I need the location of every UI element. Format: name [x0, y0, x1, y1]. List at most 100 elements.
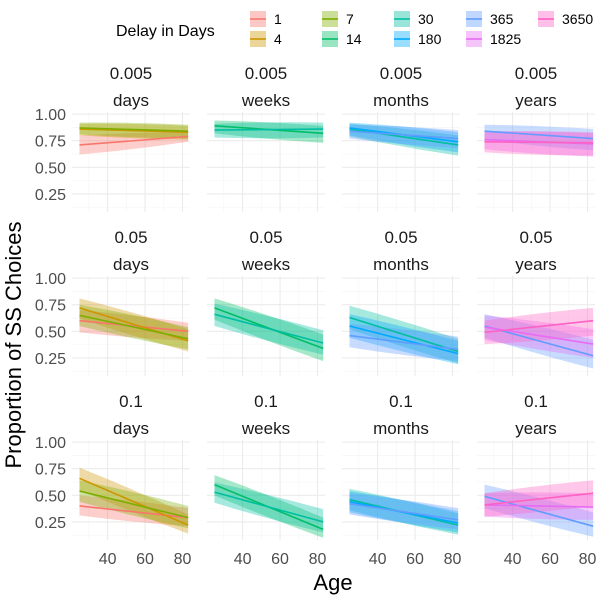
- y-tick-label: 0.50: [35, 324, 66, 341]
- y-tick-label: 0.75: [35, 462, 66, 479]
- legend-key-1: [250, 11, 266, 27]
- panel-0.1-days: 0.1 days 0.25 0.50 0.75 1.00 40 60 80: [35, 392, 192, 568]
- x-tick-label: 80: [444, 551, 462, 568]
- x-tick-label: 80: [174, 551, 192, 568]
- legend-label-14: 14: [346, 31, 362, 47]
- y-tick-label: 0.25: [35, 187, 66, 204]
- strip-unit-label: days: [113, 91, 149, 110]
- legend-label-1: 1: [274, 11, 282, 27]
- y-tick-label: 0.50: [35, 488, 66, 505]
- x-tick-label: 80: [579, 551, 597, 568]
- legend-label-1825: 1825: [490, 31, 521, 47]
- strip-rate-label: 0.005: [380, 64, 423, 83]
- strip-rate-label: 0.1: [119, 392, 143, 411]
- line-delay-1: [79, 135, 189, 146]
- line-delay-365: [349, 334, 459, 351]
- gridlines: [72, 440, 190, 540]
- x-tick-label: 40: [234, 551, 252, 568]
- panel-0.05-weeks: 0.05 weeks: [207, 228, 325, 376]
- strip-rate-label: 0.005: [110, 64, 153, 83]
- ribbon-delay-1: [79, 495, 189, 527]
- x-axis-title: Age: [313, 570, 352, 595]
- legend-key-7: [322, 11, 338, 27]
- legend-label-4: 4: [274, 31, 282, 47]
- strip-rate-label: 0.1: [254, 392, 278, 411]
- legend-title: Delay in Days: [116, 23, 215, 40]
- y-tick-label: 0.50: [35, 160, 66, 177]
- x-tick-label: 60: [271, 551, 289, 568]
- panel-0.005-months: 0.005 months: [342, 64, 460, 212]
- ribbon-delay-365: [484, 124, 594, 151]
- ribbon-delay-14: [214, 298, 324, 362]
- ribbon-delay-4: [79, 467, 189, 534]
- line-delay-1: [79, 505, 189, 519]
- line-delay-1: [79, 319, 189, 333]
- strip-unit-label: weeks: [241, 419, 290, 438]
- facet-panels: 0.005days0.250.500.751.000.005weeks0.005…: [35, 64, 597, 568]
- legend-key-14: [322, 31, 338, 47]
- strip-unit-label: days: [113, 419, 149, 438]
- strip-rate-label: 0.05: [114, 228, 147, 247]
- line-delay-365: [349, 130, 459, 140]
- x-tick-label: 40: [99, 551, 117, 568]
- strip-unit-label: years: [515, 91, 557, 110]
- gridlines: [477, 276, 595, 376]
- panel-0.005-weeks: 0.005 weeks: [207, 64, 325, 212]
- legend-key-180: [394, 31, 410, 47]
- line-delay-3650: [484, 140, 594, 144]
- line-delay-7: [79, 314, 189, 340]
- ribbon-delay-4: [79, 123, 189, 140]
- ribbon-delay-14: [214, 120, 324, 143]
- x-tick-label: 40: [504, 551, 522, 568]
- line-delay-4: [79, 477, 189, 526]
- strip-rate-label: 0.05: [249, 228, 282, 247]
- legend-key-1825: [466, 31, 482, 47]
- line-delay-4: [79, 128, 189, 134]
- line-delay-7: [79, 127, 189, 132]
- strip-unit-label: weeks: [241, 255, 290, 274]
- legend-key-3650: [538, 11, 554, 27]
- strip-unit-label: years: [515, 419, 557, 438]
- strip-unit-label: years: [515, 255, 557, 274]
- y-tick-label: 1.00: [35, 271, 66, 288]
- line-delay-30: [214, 491, 324, 523]
- panel-0.005-days: 0.005 days 0.25 0.50 0.75 1.00: [35, 64, 190, 212]
- line-delay-30: [349, 316, 459, 353]
- y-tick-label: 0.25: [35, 515, 66, 532]
- line-delay-7: [79, 490, 189, 519]
- legend-label-7: 7: [346, 11, 354, 27]
- strip-unit-label: months: [373, 255, 429, 274]
- x-tick-label: 60: [406, 551, 424, 568]
- x-tick-label: 60: [136, 551, 154, 568]
- gridlines: [207, 276, 325, 376]
- ribbon-delay-1825: [484, 315, 594, 358]
- legend-label-30: 30: [418, 11, 434, 27]
- strip-unit-label: days: [113, 255, 149, 274]
- strip-rate-label: 0.05: [519, 228, 552, 247]
- line-delay-3650: [484, 319, 594, 334]
- gridlines: [477, 112, 595, 212]
- strip-rate-label: 0.005: [515, 64, 558, 83]
- panel-0.05-months: 0.05 months: [342, 228, 460, 376]
- strip-unit-label: weeks: [241, 91, 290, 110]
- gridlines: [72, 276, 190, 376]
- line-delay-180: [349, 325, 459, 355]
- y-tick-label: 1.00: [35, 435, 66, 452]
- line-delay-365: [484, 495, 594, 527]
- legend-label-3650: 3650: [562, 11, 593, 27]
- panel-0.1-months: 0.1 months 40 60 80: [342, 392, 462, 568]
- x-tick-label: 60: [541, 551, 559, 568]
- strip-rate-label: 0.1: [389, 392, 413, 411]
- strip-rate-label: 0.005: [245, 64, 288, 83]
- line-delay-1825: [484, 504, 594, 508]
- gridlines: [342, 440, 460, 540]
- legend-key-365: [466, 11, 482, 27]
- panel-0.1-weeks: 0.1 weeks 40 60 80: [207, 392, 327, 568]
- y-tick-label: 0.25: [35, 351, 66, 368]
- line-delay-365: [484, 130, 594, 140]
- y-axis-title: Proportion of SS Choices: [1, 221, 26, 468]
- y-tick-label: 0.75: [35, 134, 66, 151]
- line-delay-30: [214, 128, 324, 131]
